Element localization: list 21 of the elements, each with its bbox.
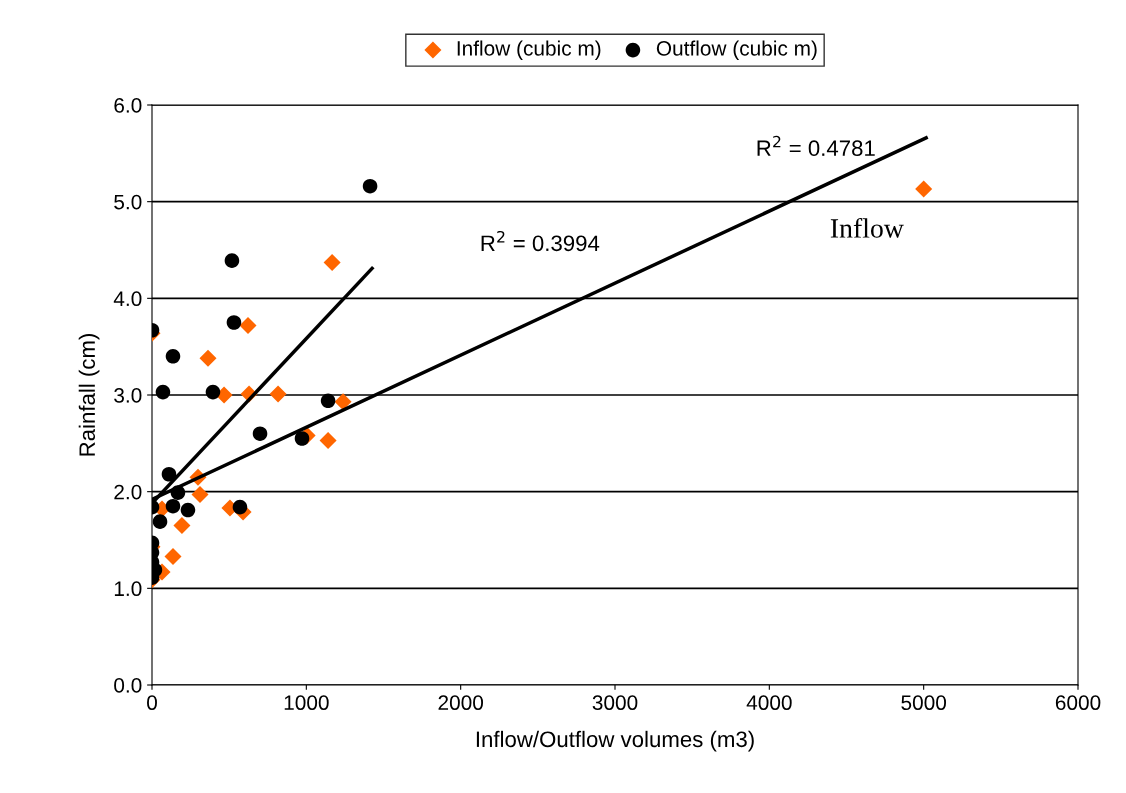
x-tick-label: 3000 — [592, 695, 638, 711]
y-tick-label: 6.0 — [114, 98, 142, 113]
x-tick-label: 0 — [147, 695, 157, 711]
x-tick-label: 1000 — [284, 695, 329, 711]
y-tick-label: 5.0 — [114, 194, 142, 210]
legend-label: Outflow (cubic m) — [656, 40, 817, 60]
y-tick-label: 1.0 — [114, 581, 142, 597]
y-tick-label: 3.0 — [114, 388, 142, 403]
annotation: R$^{2}$ = 0.3994 — [481, 230, 600, 252]
legend-label: Inflow (cubic m) — [457, 40, 601, 60]
x-axis-title: Inflow/Outflow volumes (m3) — [476, 730, 754, 752]
x-tick-label: 4000 — [746, 695, 792, 711]
x-tick-label: 2000 — [438, 695, 484, 711]
annotation: R$^{2}$ = 0.4781 — [757, 135, 875, 157]
y-tick-label: 4.0 — [113, 291, 142, 307]
y-tick-label: 0.0 — [114, 678, 142, 693]
x-tick-label: 6000 — [1055, 695, 1101, 711]
y-tick-label: 2.0 — [114, 484, 142, 500]
y-axis-title: Rainfall (cm) — [78, 334, 100, 456]
annotation: Inflow — [830, 217, 904, 238]
x-tick-label: 5000 — [901, 695, 947, 711]
